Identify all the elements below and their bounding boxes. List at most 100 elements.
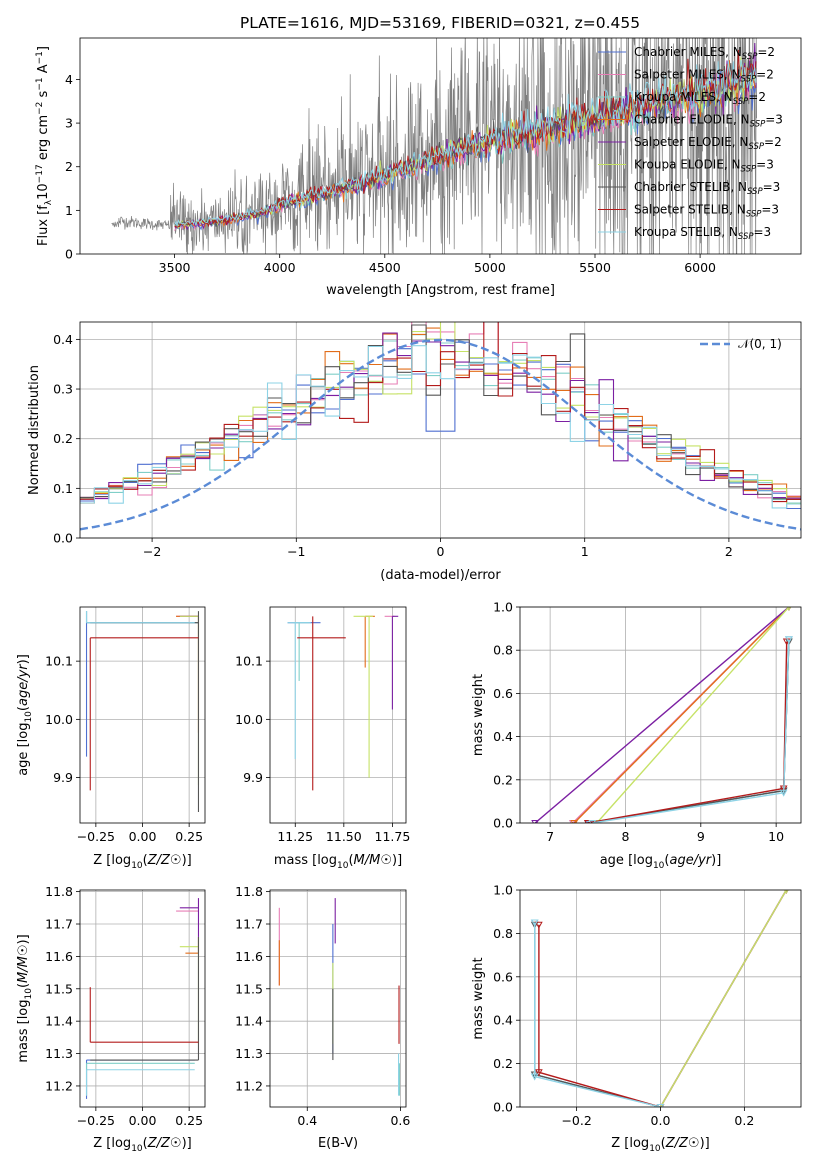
y-tick-label: 10.0 [45, 712, 73, 727]
axis-label: Z [log10(Z/Z☉)] [611, 1136, 709, 1154]
ticks: 7 8 9 10 0.0 0.2 0.4 0.6 0.8 1.0 [493, 600, 784, 845]
residual-histogram-1 [80, 341, 801, 510]
gridlines [80, 890, 205, 1107]
y-tick-label: 0.2 [493, 772, 513, 787]
x-tick-label: −2 [143, 544, 161, 559]
y-tick-label: 2 [65, 159, 73, 174]
y-tick-label: 11.8 [235, 884, 263, 899]
y-axis-label: mass weight [471, 674, 486, 756]
ticks: −0.25 0.00 0.25 9.9 10.0 10.1 [45, 654, 203, 844]
x-tick-label: 0.25 [175, 1113, 203, 1128]
y-tick-label: 1.0 [493, 600, 513, 615]
spectrum-legend: Chabrier MILES, NSSP=2 Salpeter MILES, NS… [598, 45, 783, 242]
errorbar-8 [89, 987, 199, 1043]
legend-entry: 𝒩(0, 1) [738, 337, 782, 351]
y-tick-label: 10.1 [235, 654, 263, 669]
y-tick-label: 1.0 [493, 883, 513, 898]
axis-label: age [log10(age/yr)] [16, 654, 34, 776]
y-tick-label: 0.0 [493, 1100, 513, 1115]
axis-label: age [log10(age/yr)] [600, 853, 722, 871]
axes-age_vs_mass: 11.25 11.50 11.75 9.9 10.0 10.1 mass [log10(M/… [235, 606, 411, 871]
x-tick-label: 11.25 [277, 829, 313, 844]
plot-area [278, 898, 401, 1096]
y-tick-label: 0.4 [493, 1013, 513, 1028]
gridlines [270, 890, 406, 1107]
x-tick-label: 10 [768, 829, 784, 844]
x-axis-label: wavelength [Angstrom, rest frame] [326, 283, 555, 298]
figure-title: PLATE=1616, MJD=53169, FIBERID=0321, z=0… [240, 14, 640, 32]
plot-layer: 3500 4000 4500 5000 5500 6000 0 1 2 3 4 wavelength … [16, 37, 802, 1154]
x-tick-label: 11.50 [326, 829, 362, 844]
x-tick-label: 8 [621, 829, 629, 844]
legend-entry: Kroupa STELIB, NSSP=3 [634, 225, 771, 242]
residual-legend: 𝒩(0, 1) [700, 337, 782, 351]
y-tick-label: 0.3 [53, 382, 73, 397]
errorbar-1 [85, 1059, 195, 1099]
weight-series-9 [588, 636, 793, 823]
axis-label: Z [log10(Z/Z☉)] [93, 1136, 191, 1154]
x-tick-label: 0.25 [175, 829, 203, 844]
errorbar-6 [353, 615, 373, 778]
axes-frame [269, 889, 407, 1108]
axes-frame [519, 606, 802, 824]
weight-marker [779, 789, 788, 797]
x-tick-label: −0.25 [77, 1113, 115, 1128]
weight-marker [570, 820, 579, 823]
y-tick-label: 0.8 [493, 926, 513, 941]
x-tick-label: 0.6 [390, 1113, 410, 1128]
y-tick-label: 0 [65, 247, 73, 262]
x-tick-label: −0.2 [561, 1113, 591, 1128]
x-tick-label: 11.75 [375, 829, 411, 844]
errorbar-9 [85, 611, 195, 624]
legend-entry: Chabrier STELIB, NSSP=3 [634, 180, 780, 197]
y-tick-label: 0.1 [53, 481, 73, 496]
errorbar-5 [391, 615, 399, 710]
x-tick-label: 4000 [264, 260, 296, 275]
weight-marker [785, 636, 793, 644]
x-tick-label: −1 [287, 544, 305, 559]
weight-marker [588, 820, 597, 823]
y-axis-label: mass weight [471, 957, 486, 1039]
weight-marker [530, 1073, 539, 1081]
y-tick-label: 0.8 [493, 643, 513, 658]
y-tick-label: 1 [65, 203, 73, 218]
gridlines [270, 607, 406, 823]
ticks: −2 −1 0 1 2 0.0 0.1 0.2 0.3 0.4 [53, 332, 733, 559]
errorbar-8 [89, 637, 199, 791]
legend-entry: Salpeter STELIB, NSSP=3 [634, 203, 779, 220]
normal-reference-curve [80, 338, 801, 531]
weight-marker [531, 820, 539, 823]
weight-series-3 [530, 919, 665, 1107]
y-tick-label: 9.9 [53, 770, 73, 785]
errorbar-5 [179, 898, 200, 937]
model-spectrum-9 [174, 60, 757, 227]
legend-entry: Salpeter MILES, NSSP=2 [634, 68, 774, 85]
weight-line [534, 922, 661, 1107]
errorbar-9 [85, 1069, 195, 1096]
legend-entry: Chabrier ELODIE, NSSP=3 [634, 113, 783, 130]
ticks: −0.2 0.0 0.2 0.0 0.2 0.4 0.6 0.8 1.0 [493, 883, 754, 1129]
weight-marker [530, 921, 539, 929]
y-tick-label: 9.9 [243, 770, 263, 785]
y-tick-label: 0.2 [53, 431, 73, 446]
plot-area [531, 607, 793, 823]
y-tick-label: 3 [65, 116, 73, 131]
weight-line [538, 924, 661, 1107]
weight-series-9 [530, 919, 665, 1107]
y-tick-label: 0.4 [53, 332, 73, 347]
y-axis-label: Flux [fλ10−17 erg cm−2 s−1 A−1] [35, 46, 54, 246]
y-tick-label: 10.1 [45, 654, 73, 669]
plot-area [530, 890, 789, 1107]
gridlines [80, 607, 205, 823]
y-tick-label: 11.5 [235, 981, 263, 996]
y-tick-label: 0.0 [53, 531, 73, 546]
axis-label: mass [log10(M/M☉)] [16, 934, 34, 1062]
weight-series-7 [530, 921, 665, 1107]
plot-area [111, 38, 757, 254]
x-tick-label: 0.00 [129, 829, 157, 844]
axes-frame [79, 37, 802, 255]
y-tick-label: 0.6 [493, 686, 513, 701]
x-tick-label: 0.0 [651, 1113, 671, 1128]
x-axis-label: (data-model)/error [380, 568, 501, 583]
weight-line [534, 924, 661, 1107]
